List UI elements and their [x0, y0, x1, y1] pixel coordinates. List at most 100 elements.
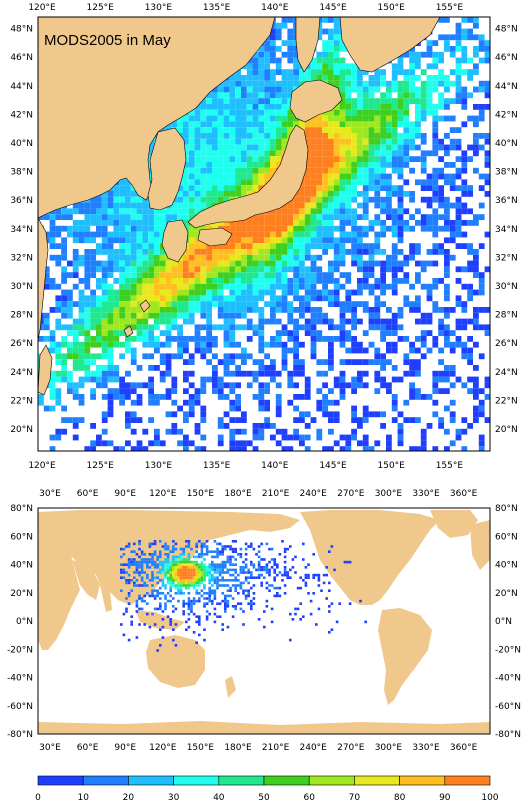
- top-lat-right-9: 38°N: [495, 168, 518, 178]
- colorbar-swatch-4: [218, 775, 265, 786]
- top-lat-left-3: 26°N: [10, 339, 33, 349]
- colorbar-labels: 0 10 20 30 40 50 60 70 80 90 100: [35, 793, 499, 803]
- top-lat-left-9: 38°N: [10, 168, 33, 178]
- colorbar-label-4: 40: [213, 793, 225, 803]
- top-lat-right-10: 40°N: [495, 139, 518, 149]
- colorbar-swatches: [37, 775, 491, 786]
- top-map-lat-labels-right: 20°N 22°N 24°N 26°N 28°N 30°N 32°N 34°N 36°N 38°N…: [495, 25, 518, 435]
- bot-lon-bottom-1: 60°E: [77, 743, 99, 753]
- arabia-india-shape: [72, 560, 112, 612]
- top-lat-right-6: 32°N: [495, 253, 518, 263]
- bot-lon-bottom-0: 30°E: [39, 743, 61, 753]
- top-lon-bottom-3: 135°E: [203, 461, 231, 471]
- colorbar-swatch-2: [128, 775, 174, 786]
- bot-lat-right-3: -20°N: [495, 645, 521, 655]
- bot-lon-bottom-7: 240°E: [300, 743, 328, 753]
- top-lat-right-13: 46°N: [495, 53, 518, 63]
- top-lat-right-3: 26°N: [495, 339, 518, 349]
- bot-lon-top-10: 330°E: [412, 489, 440, 499]
- top-map-land: [38, 17, 441, 396]
- top-map-lon-labels-top: 120°E 125°E 130°E 135°E 140°E 145°E 150°E 155°E: [28, 3, 463, 13]
- bot-lat-left-1: -60°N: [7, 702, 33, 712]
- top-lat-right-7: 34°N: [495, 225, 518, 235]
- top-lon-top-6: 150°E: [378, 3, 406, 13]
- colorbar-swatch-5: [263, 775, 310, 786]
- bottom-map: 30°E 60°E 90°E 120°E 150°E 180°E 210°E 240°E 270…: [7, 489, 521, 753]
- bot-lat-left-7: 60°N: [10, 532, 33, 542]
- top-lat-right-11: 42°N: [495, 110, 518, 120]
- bot-lon-top-11: 360°E: [450, 489, 478, 499]
- antarctica-shape: [38, 721, 490, 734]
- top-lat-left-14: 48°N: [10, 25, 33, 35]
- top-map-title: MODS2005 in May: [44, 32, 171, 49]
- colorbar-label-10: 100: [481, 793, 498, 803]
- bot-lat-right-1: -60°N: [495, 702, 521, 712]
- bot-lat-left-0: -80°N: [7, 730, 33, 740]
- bot-lat-right-8: 80°N: [495, 504, 518, 514]
- bottom-map-frame: [37, 507, 491, 735]
- top-lat-left-5: 30°N: [10, 282, 33, 292]
- bot-lon-bottom-11: 360°E: [450, 743, 478, 753]
- top-lat-right-5: 30°N: [495, 282, 518, 292]
- top-lat-right-4: 28°N: [495, 311, 518, 321]
- top-lon-bottom-1: 125°E: [87, 461, 115, 471]
- colorbar-label-9: 90: [439, 793, 451, 803]
- top-lon-top-2: 130°E: [145, 3, 173, 13]
- top-lon-top-5: 145°E: [319, 3, 347, 13]
- colorbar: 0 10 20 30 40 50 60 70 80 90 100: [35, 775, 499, 803]
- colorbar-label-1: 10: [77, 793, 89, 803]
- colorbar-swatch-7: [354, 775, 400, 786]
- bottom-map-lat-labels-right: -80°N -60°N -40°N -20°N 0°N 20°N 40°N 60°N 80°N: [495, 504, 521, 740]
- bot-lon-top-2: 90°E: [114, 489, 136, 499]
- bot-lon-bottom-4: 150°E: [187, 743, 215, 753]
- bot-lon-bottom-2: 90°E: [114, 743, 136, 753]
- new-zealand-shape: [225, 676, 236, 698]
- taiwan-shape: [38, 344, 53, 396]
- north-america-shape: [300, 510, 440, 605]
- hokkaido-shape: [289, 79, 343, 123]
- bot-lat-right-4: 0°N: [495, 617, 512, 627]
- top-lon-bottom-6: 150°E: [378, 461, 406, 471]
- top-map-lat-labels-left: 20°N 22°N 24°N 26°N 28°N 30°N 32°N 34°N 36°N 38°N…: [10, 25, 33, 435]
- bot-lon-bottom-9: 300°E: [375, 743, 403, 753]
- top-lat-left-7: 34°N: [10, 225, 33, 235]
- top-lat-left-13: 46°N: [10, 53, 33, 63]
- bot-lon-bottom-8: 270°E: [337, 743, 365, 753]
- bot-lat-right-0: -80°N: [495, 730, 521, 740]
- africa-shape: [38, 530, 80, 650]
- colorbar-label-7: 70: [349, 793, 361, 803]
- bot-lat-right-6: 40°N: [495, 561, 518, 571]
- bot-lat-left-3: -20°N: [7, 645, 33, 655]
- ryukyu-islands-shape: [123, 299, 151, 338]
- bottom-map-lon-labels-top: 30°E 60°E 90°E 120°E 150°E 180°E 210°E 240°E 270…: [39, 489, 477, 499]
- top-lon-top-4: 140°E: [261, 3, 289, 13]
- top-lat-left-10: 40°N: [10, 139, 33, 149]
- bot-lon-bottom-5: 180°E: [224, 743, 252, 753]
- top-lon-bottom-5: 145°E: [319, 461, 347, 471]
- colorbar-label-3: 30: [168, 793, 180, 803]
- top-lat-left-8: 36°N: [10, 196, 33, 206]
- bot-lat-right-7: 60°N: [495, 532, 518, 542]
- top-lat-right-14: 48°N: [495, 25, 518, 35]
- australia-shape: [146, 635, 205, 688]
- top-lon-top-3: 135°E: [203, 3, 231, 13]
- top-lat-right-8: 36°N: [495, 196, 518, 206]
- top-lon-bottom-0: 120°E: [28, 461, 56, 471]
- bot-lon-top-4: 150°E: [187, 489, 215, 499]
- top-lat-left-2: 24°N: [10, 368, 33, 378]
- bot-lon-top-7: 240°E: [300, 489, 328, 499]
- kyushu-shape: [161, 219, 189, 263]
- korea-shape: [147, 127, 187, 211]
- bot-lon-top-8: 270°E: [337, 489, 365, 499]
- colorbar-swatch-8: [399, 775, 446, 786]
- bottom-map-density-field: [120, 540, 367, 652]
- china-coast-shape: [38, 217, 49, 341]
- bot-lon-top-1: 60°E: [77, 489, 99, 499]
- top-lat-left-6: 32°N: [10, 253, 33, 263]
- bot-lat-left-5: 20°N: [10, 589, 33, 599]
- top-lat-right-2: 24°N: [495, 368, 518, 378]
- top-lat-right-0: 20°N: [495, 425, 518, 435]
- top-lon-top-0: 120°E: [28, 3, 56, 13]
- colorbar-swatch-6: [308, 775, 355, 786]
